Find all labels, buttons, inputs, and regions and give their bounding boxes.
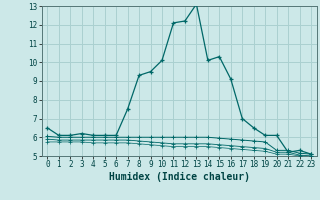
X-axis label: Humidex (Indice chaleur): Humidex (Indice chaleur) bbox=[109, 172, 250, 182]
